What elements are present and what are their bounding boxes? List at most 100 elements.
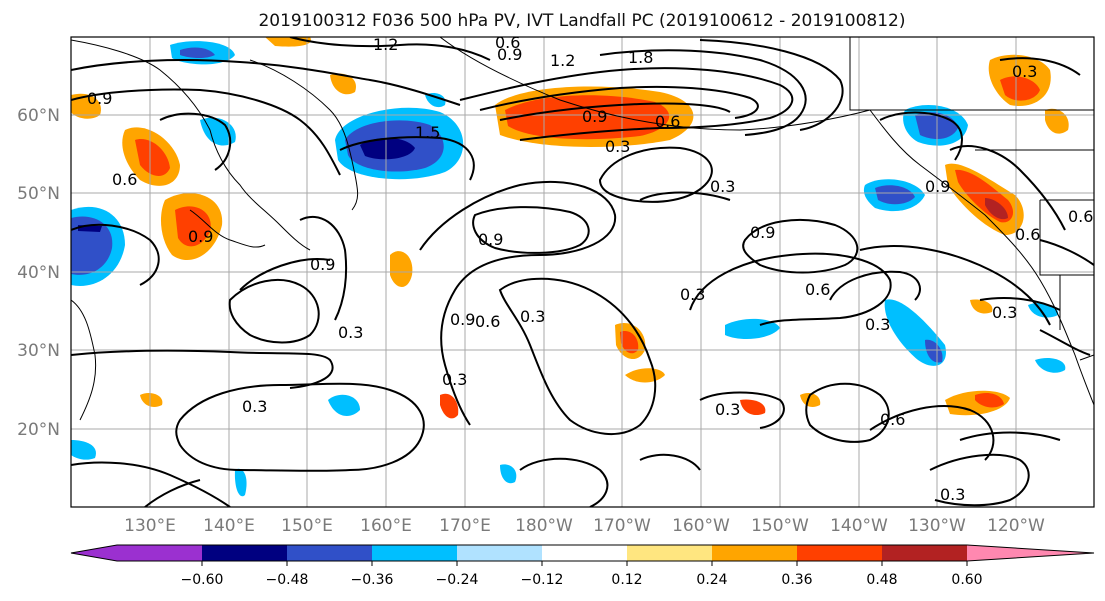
colorbar-segment	[202, 545, 287, 561]
shaded-anomalies	[71, 37, 1069, 497]
colorbar-tick-label: 0.60	[951, 572, 982, 588]
lat-label-30n: 30°N	[17, 341, 60, 361]
contour-label: 1.2	[373, 35, 398, 54]
lon-label: 140°W	[830, 516, 888, 536]
contour-label: 0.9	[450, 310, 475, 329]
negative-anomaly-region	[1035, 358, 1066, 373]
positive-anomaly-core	[620, 331, 639, 354]
positive-anomaly-region	[330, 73, 356, 95]
colorbar-tick-label: −0.24	[436, 572, 479, 588]
colorbar-tick-label: −0.60	[181, 572, 224, 588]
contour-label: 0.3	[338, 323, 363, 342]
negative-anomaly-region	[328, 394, 360, 416]
contour-label: 0.9	[925, 177, 950, 196]
positive-anomaly-core	[1000, 76, 1040, 101]
contour-label: 0.6	[475, 312, 500, 331]
contour-label: 1.8	[628, 48, 653, 67]
negative-anomaly-core	[925, 339, 943, 363]
colorbar-tick-label: −0.12	[521, 572, 564, 588]
colorbar-tick-label: −0.48	[266, 572, 309, 588]
contour-label: 0.9	[750, 223, 775, 242]
lon-label: 130°E	[124, 516, 176, 536]
contour-label: 0.6	[880, 410, 905, 429]
negative-anomaly-region	[71, 440, 96, 460]
positive-anomaly-region	[71, 93, 101, 119]
negative-anomaly-region	[500, 464, 517, 484]
colorbar-tick-label: 0.24	[696, 572, 727, 588]
contour-label: 0.9	[497, 45, 522, 64]
lon-label: 180°W	[515, 516, 573, 536]
contour-label: 0.3	[520, 307, 545, 326]
negative-anomaly-core	[875, 185, 915, 205]
negative-anomaly-max	[360, 137, 415, 160]
contour-label: 0.3	[1012, 62, 1037, 81]
contour-label: 0.9	[582, 107, 607, 126]
positive-anomaly-max	[985, 198, 1008, 220]
contour-label: 0.3	[680, 285, 705, 304]
positive-anomaly-core	[175, 206, 211, 247]
contour-label: 0.6	[1015, 225, 1040, 244]
contour-label: 0.9	[478, 230, 503, 249]
map-frame	[70, 36, 1095, 508]
lon-label: 160°E	[360, 516, 412, 536]
colorbar-segment	[372, 545, 457, 561]
lat-label-20n: 20°N	[17, 420, 60, 440]
positive-anomaly-region	[800, 393, 821, 407]
positive-anomaly-region	[390, 251, 413, 288]
lon-label: 170°E	[439, 516, 491, 536]
contour-label: 0.6	[1068, 207, 1093, 226]
contour-label-group: 1.2 0.6 0.9 1.2 1.8 0.9 0.9 0.6 1.5 0.3 …	[87, 33, 1093, 504]
contour-label: 0.3	[605, 137, 630, 156]
colorbar-segment	[457, 545, 542, 561]
lat-label-60n: 60°N	[17, 106, 60, 126]
colorbar-tick-label: −0.36	[351, 572, 394, 588]
colorbar-segment	[627, 545, 712, 561]
colorbar-tick-label: 0.48	[866, 572, 897, 588]
colorbar-extend-low	[71, 545, 117, 561]
contour-label: 0.3	[710, 177, 735, 196]
contour-label: 0.6	[805, 280, 830, 299]
lon-label: 120°W	[987, 516, 1045, 536]
contour-label: 0.3	[940, 485, 965, 504]
colorbar-tick-marks	[201, 561, 968, 566]
contour-label: 0.3	[442, 370, 467, 389]
colorbar-segment	[797, 545, 882, 561]
contour-label: 0.6	[495, 33, 520, 52]
latitude-labels: 60°N 50°N 40°N 30°N 20°N	[17, 106, 60, 440]
gridlines	[71, 37, 1094, 507]
contour-label: 0.3	[992, 303, 1017, 322]
lon-label: 150°E	[281, 516, 333, 536]
lon-label: 150°W	[751, 516, 809, 536]
contour-label: 0.6	[655, 112, 680, 131]
pv-contours	[71, 37, 1094, 507]
contour-label: 0.9	[310, 255, 335, 274]
lat-label-40n: 40°N	[17, 263, 60, 283]
colorbar-tick-label: 0.12	[611, 572, 642, 588]
colorbar-segment	[882, 545, 967, 561]
positive-anomaly-core	[135, 139, 170, 176]
colorbar: −0.60 −0.48 −0.36 −0.24 −0.12 0.12 0.24 …	[70, 544, 1095, 588]
positive-anomaly-region	[970, 299, 993, 314]
positive-anomaly-region	[740, 399, 766, 416]
contour-label: 0.3	[715, 400, 740, 419]
coastlines	[71, 37, 1094, 421]
colorbar-segment	[712, 545, 797, 561]
colorbar-segment	[542, 545, 627, 561]
colorbar-segment	[287, 545, 372, 561]
colorbar-extend-high	[967, 545, 1094, 561]
contour-label: 0.6	[112, 170, 137, 189]
map-title: 2019100312 F036 500 hPa PV, IVT Landfall…	[258, 11, 905, 31]
positive-anomaly-region	[140, 393, 163, 407]
longitude-labels: 130°E 140°E 150°E 160°E 170°E 180°W 170°…	[124, 516, 1045, 536]
lon-label: 170°W	[593, 516, 651, 536]
lon-label: 140°E	[203, 516, 255, 536]
contour-label: 0.9	[188, 227, 213, 246]
positive-anomaly-region	[440, 393, 459, 419]
lat-label-50n: 50°N	[17, 184, 60, 204]
negative-anomaly-region	[234, 468, 247, 497]
negative-anomaly-core	[180, 47, 215, 59]
lon-label: 160°W	[672, 516, 730, 536]
contour-label: 0.3	[865, 315, 890, 334]
negative-anomaly-region	[425, 93, 446, 108]
